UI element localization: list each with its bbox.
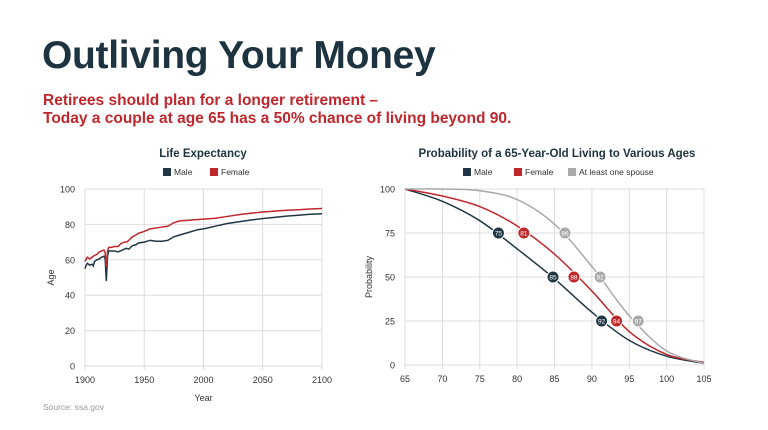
- legend-swatch: [568, 168, 576, 176]
- data-label: 75: [495, 231, 503, 238]
- chart-life-expectancy: Life Expectancy 0 20 40 60 80 100 1900 1950 2000 2…: [46, 148, 332, 403]
- legend-swatch: [463, 168, 471, 176]
- legend-label: Female: [525, 167, 554, 177]
- data-marker: [558, 226, 572, 240]
- legend-swatch: [210, 168, 218, 176]
- x-tick-label: 100: [659, 374, 674, 384]
- y-tick-label: 50: [385, 273, 395, 283]
- data-marker: [610, 314, 624, 328]
- x-tick-label: 75: [475, 374, 485, 384]
- data-label: 92: [596, 275, 604, 282]
- subtitle-line-2: Today a couple at age 65 has a 50% chanc…: [43, 110, 512, 127]
- data-label: 97: [635, 319, 643, 326]
- data-marker: [491, 226, 505, 240]
- series-line-at-least-one-spouse: [404, 188, 705, 364]
- data-marker: [517, 226, 531, 240]
- y-tick-label: 100: [60, 185, 75, 195]
- data-label: 92: [598, 319, 606, 326]
- x-tick-label: 105: [696, 374, 711, 384]
- legend-swatch: [514, 168, 522, 176]
- legend-label: At least one spouse: [579, 167, 654, 177]
- y-tick-label: 0: [70, 362, 75, 372]
- x-tick-label: 2100: [312, 375, 332, 385]
- data-label: 88: [570, 275, 578, 282]
- data-label: 94: [613, 319, 621, 326]
- x-tick-label: 1950: [134, 375, 154, 385]
- y-tick-label: 75: [385, 229, 395, 239]
- y-tick-label: 80: [65, 220, 75, 230]
- data-label: 86: [561, 231, 569, 238]
- y-tick-label: 100: [380, 185, 395, 195]
- data-marker: [631, 314, 645, 328]
- slide-title: Outliving Your Money: [42, 34, 436, 77]
- data-label: 85: [549, 275, 557, 282]
- y-axis-label: Probability: [364, 255, 374, 298]
- source-note: Source: ssa.gov: [43, 402, 104, 412]
- y-tick-label: 0: [390, 361, 395, 371]
- x-tick-label: 90: [587, 374, 597, 384]
- chart-survival-probability: Probability of a 65-Year-Old Living to V…: [364, 148, 712, 384]
- y-axis-label: Age: [46, 269, 56, 285]
- legend-label: Female: [221, 167, 250, 177]
- x-tick-label: 2000: [193, 375, 213, 385]
- series-line-female: [84, 207, 323, 267]
- data-marker: [595, 314, 609, 328]
- x-tick-label: 2050: [253, 375, 273, 385]
- series-line-male: [84, 213, 323, 282]
- subtitle-line-1: Retirees should plan for a longer retire…: [43, 92, 379, 109]
- y-tick-label: 40: [65, 291, 75, 301]
- y-tick-label: 20: [65, 326, 75, 336]
- x-tick-label: 80: [512, 374, 522, 384]
- legend-swatch: [163, 168, 171, 176]
- chart-title: Probability of a 65-Year-Old Living to V…: [419, 148, 696, 160]
- legend-label: Male: [174, 167, 193, 177]
- y-tick-label: 60: [65, 255, 75, 265]
- x-tick-label: 70: [437, 374, 447, 384]
- x-tick-label: 95: [624, 374, 634, 384]
- legend-label: Male: [474, 167, 493, 177]
- data-marker: [567, 270, 581, 284]
- data-label: 81: [520, 231, 528, 238]
- y-tick-label: 25: [385, 317, 395, 327]
- data-marker: [593, 270, 607, 284]
- data-marker: [546, 270, 560, 284]
- chart-title: Life Expectancy: [159, 148, 247, 160]
- x-tick-label: 85: [549, 374, 559, 384]
- x-axis-label: Year: [194, 393, 212, 403]
- series-line-female: [404, 188, 705, 364]
- x-tick-label: 1900: [75, 375, 95, 385]
- x-tick-label: 65: [400, 374, 410, 384]
